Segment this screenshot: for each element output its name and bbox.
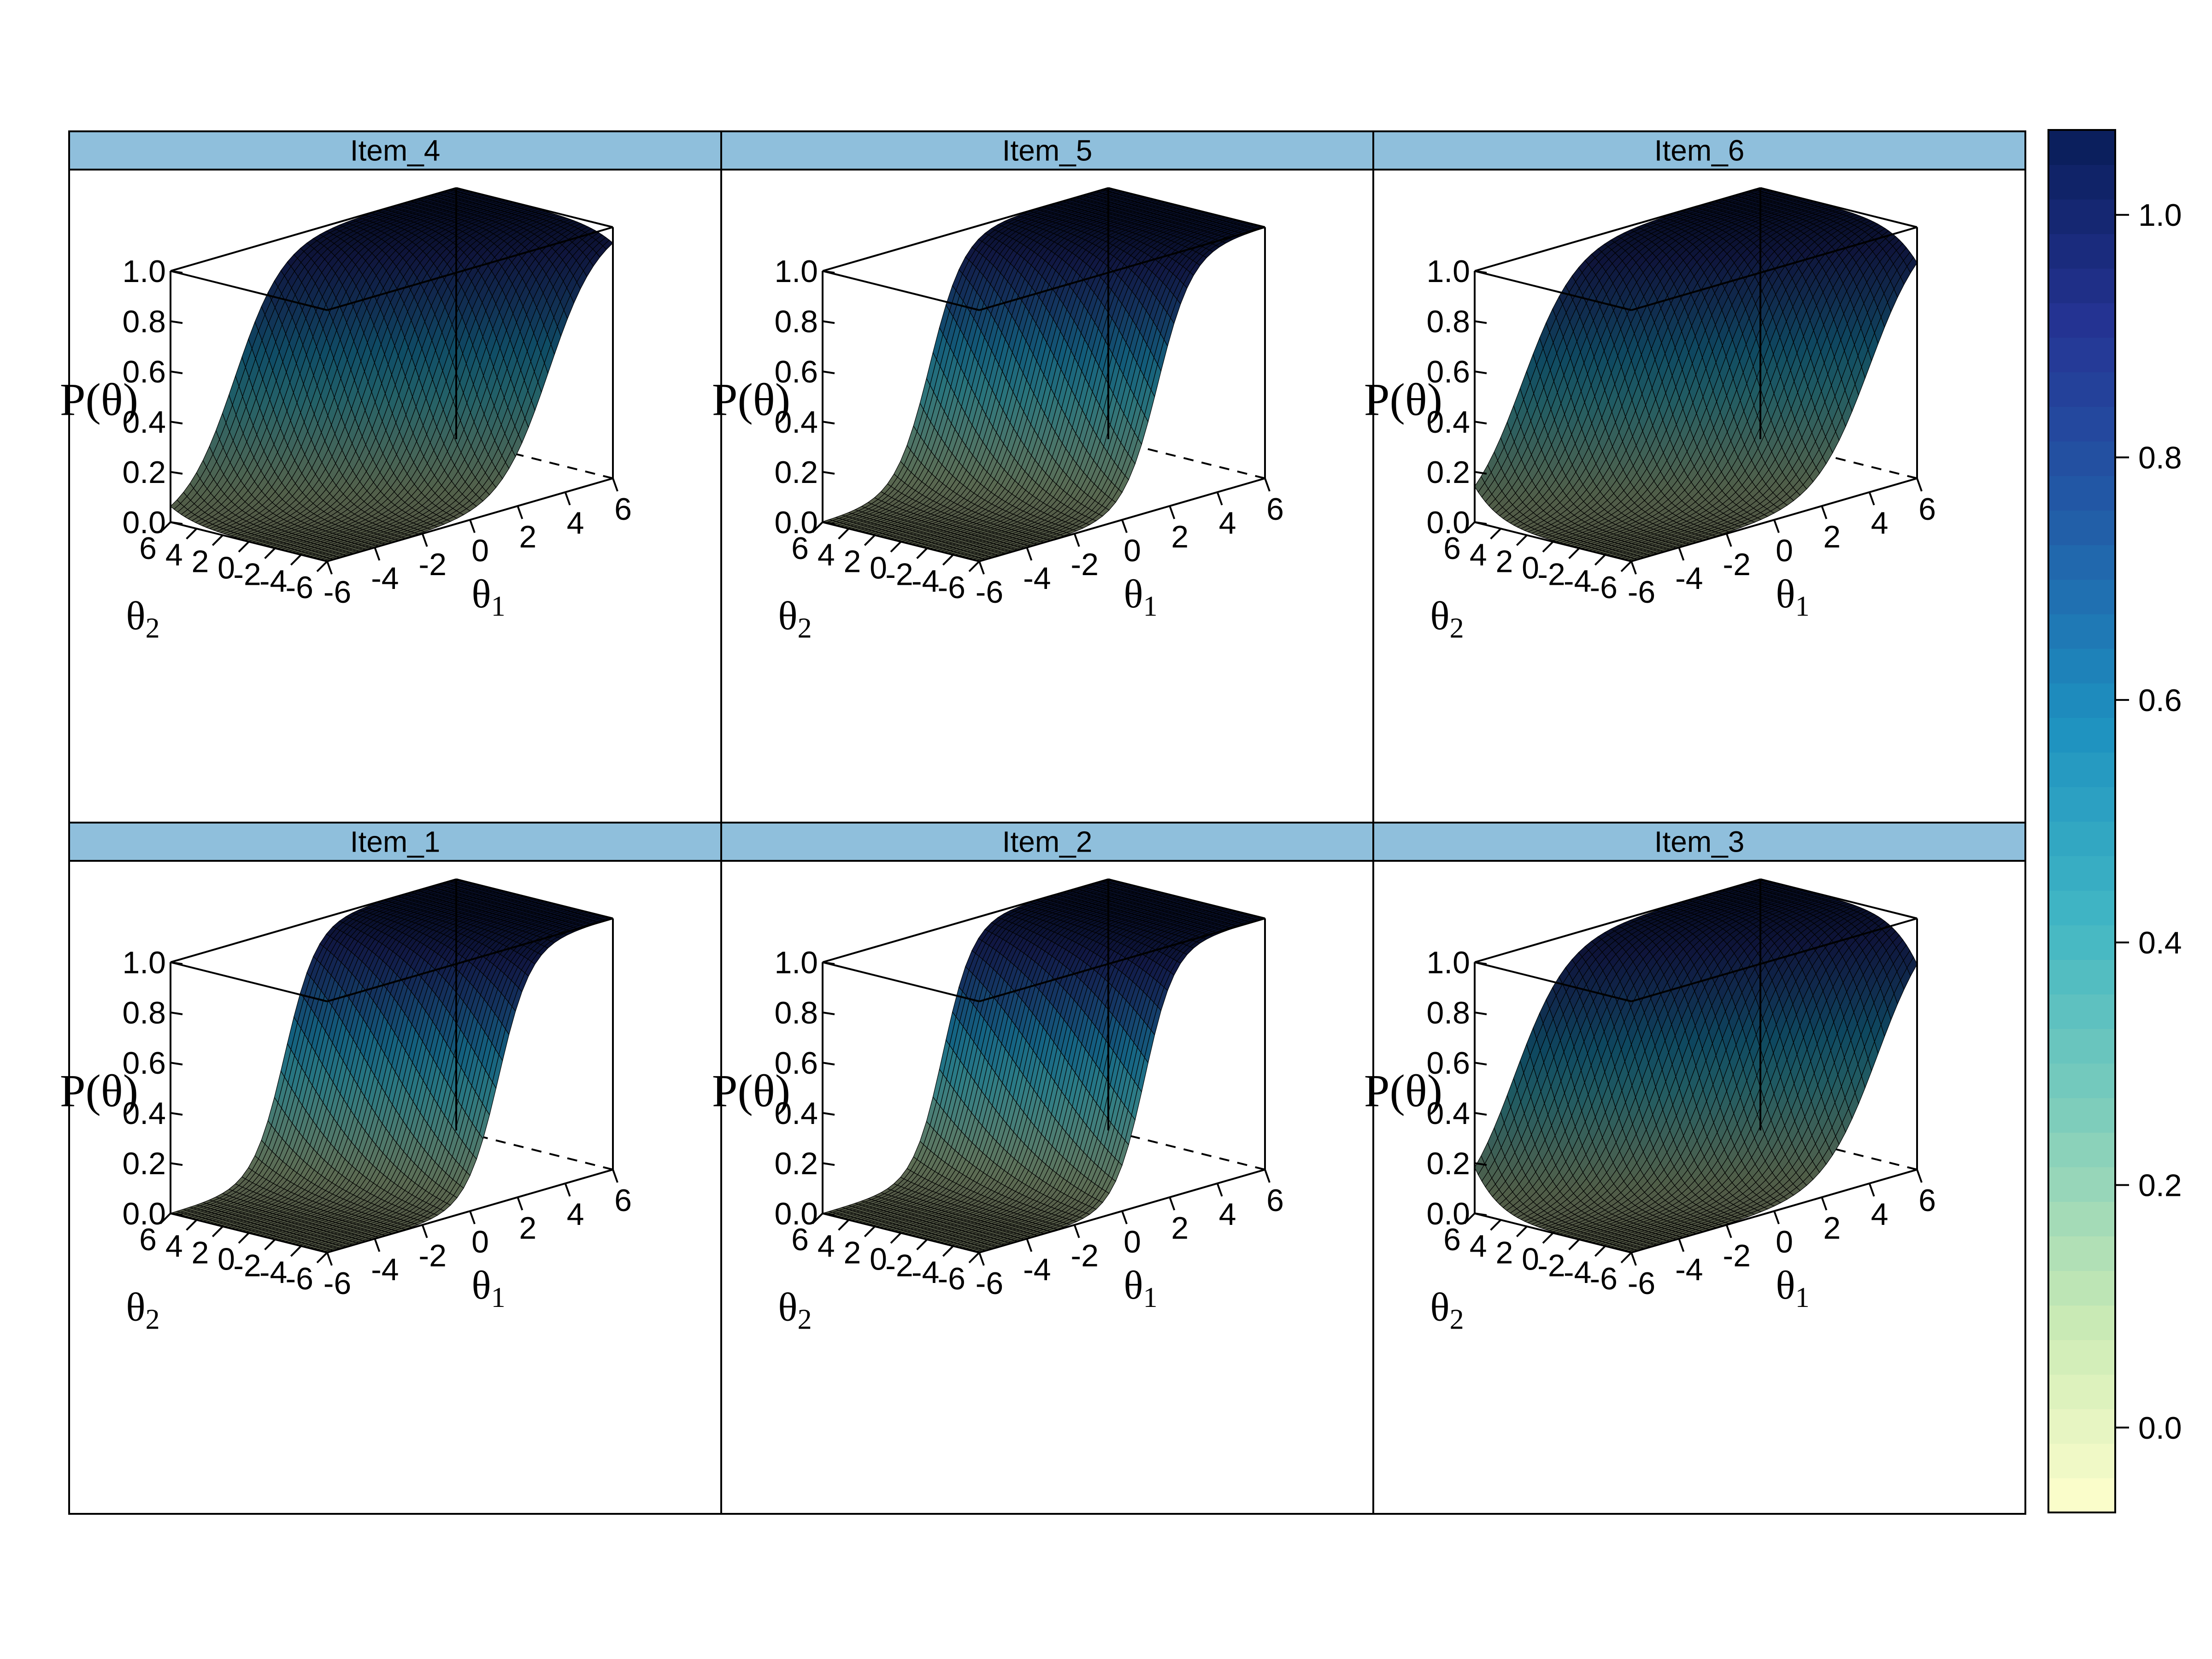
z-tick-label: 1.0 [774, 254, 818, 289]
y-tick-label: 4 [165, 537, 183, 572]
y-tick [864, 534, 876, 546]
x-tick-label: -6 [324, 575, 351, 610]
x-tick-label: 6 [614, 492, 632, 527]
z-tick [170, 270, 183, 274]
y-axis-label-sub: 2 [146, 613, 160, 644]
panel-strip [68, 130, 722, 171]
x-tick [1264, 478, 1271, 492]
y-tick-label: -6 [286, 570, 313, 605]
surface-mesh [170, 188, 613, 562]
y-tick-label: 6 [139, 531, 157, 566]
x-tick-label: 0 [1124, 533, 1141, 568]
panel-item-5: Item_50.00.20.40.60.81.0P(θ)-6 -4 -2 0 2 4 6θ1… [712, 130, 1374, 824]
x-tick [326, 561, 333, 575]
x-tick-label: 2 [519, 519, 536, 554]
y-tick [290, 554, 302, 566]
z-tick [822, 421, 835, 424]
x-axis-label: θ1 [1124, 572, 1157, 622]
y-axis-label-main: θ [126, 594, 145, 639]
x-tick [1026, 547, 1033, 561]
z-tick [170, 471, 183, 475]
y-tick [186, 528, 198, 540]
x-tick-label: 2 [1171, 519, 1188, 554]
x-tick-label: -4 [371, 561, 399, 596]
z-tick-label: 0.8 [122, 304, 166, 339]
y-tick [264, 547, 276, 559]
y-tick [968, 560, 980, 572]
y-tick-label: 2 [192, 544, 209, 579]
y-tick [238, 541, 250, 553]
x-tick [612, 478, 618, 492]
z-tick [822, 270, 835, 274]
y-tick [942, 554, 954, 566]
x-axis-label: θ1 [471, 572, 505, 622]
z-tick [170, 421, 183, 424]
x-tick-label: -2 [418, 547, 446, 582]
y-axis-label-sub: 2 [798, 613, 812, 644]
x-axis-label-sub: 1 [1143, 591, 1158, 622]
z-axis-label: P(θ) [60, 374, 138, 425]
surface-mesh [1474, 188, 1918, 562]
x-tick [1121, 519, 1128, 533]
x-tick-label: -6 [976, 575, 1003, 610]
y-tick-label: -4 [259, 564, 287, 599]
y-tick-label: 6 [791, 531, 809, 566]
x-tick [1169, 506, 1176, 519]
z-tick [170, 521, 183, 525]
panels-layer: Item_40.00.20.40.60.81.0P(θ)-6 -4 -2 0 2 4 6θ1… [60, 130, 2026, 1515]
x-axis-label-main: θ [1124, 572, 1143, 617]
y-axis-label-main: θ [778, 594, 797, 639]
y-axis-label: θ2 [126, 594, 159, 644]
y-tick [212, 534, 224, 546]
x-tick [978, 561, 985, 575]
x-tick [374, 547, 381, 561]
x-tick [421, 533, 428, 547]
x-axis-label-main: θ [471, 572, 491, 617]
z-tick [170, 320, 183, 324]
z-tick [170, 371, 183, 374]
x-tick [1216, 492, 1223, 506]
y-tick-label: 0 [870, 551, 887, 586]
x-tick [469, 519, 476, 533]
z-tick [822, 320, 835, 324]
z-tick-label: 1.0 [122, 254, 166, 289]
x-tick-label: -2 [1071, 547, 1098, 582]
x-tick-label: -4 [1023, 561, 1051, 596]
y-tick-label: 2 [844, 544, 861, 579]
x-tick [564, 492, 571, 506]
x-tick [1073, 533, 1080, 547]
z-tick-label: 0.2 [122, 455, 166, 490]
y-axis-label: θ2 [778, 594, 812, 644]
x-tick-label: 0 [471, 533, 489, 568]
y-tick [838, 528, 850, 540]
x-axis-label-sub: 1 [491, 591, 506, 622]
x-tick-label: 6 [1266, 492, 1284, 527]
z-tick-label: 0.8 [774, 304, 818, 339]
panel-title: Item_6 [1654, 134, 1745, 167]
y-tick-label: -4 [912, 564, 939, 599]
z-tick [822, 471, 835, 475]
y-tick-label: -2 [233, 557, 261, 592]
y-tick-label: 4 [818, 537, 835, 572]
x-tick [517, 506, 524, 519]
z-axis-label: P(θ) [712, 374, 790, 425]
panel-item-6: Item_60.00.20.40.60.81.0P(θ)-6 -4 -2 0 2 4 6θ1… [1364, 130, 2026, 824]
y-tick-label: -2 [885, 557, 913, 592]
z-tick-label: 0.2 [774, 455, 818, 490]
x-tick-label: 4 [567, 506, 584, 541]
y-tick-label: -6 [938, 570, 965, 605]
surface-mesh [821, 188, 1266, 562]
x-tick-label: 4 [1219, 506, 1236, 541]
y-tick [916, 547, 928, 559]
panel-title: Item_4 [350, 134, 441, 167]
panel-item-4: Item_40.00.20.40.60.81.0P(θ)-6 -4 -2 0 2 4 6θ1… [60, 130, 722, 824]
y-tick-label: 0 [218, 551, 235, 586]
z-tick [822, 371, 835, 374]
y-tick [316, 560, 328, 572]
y-tick [890, 541, 902, 553]
panel-title: Item_5 [1002, 134, 1093, 167]
